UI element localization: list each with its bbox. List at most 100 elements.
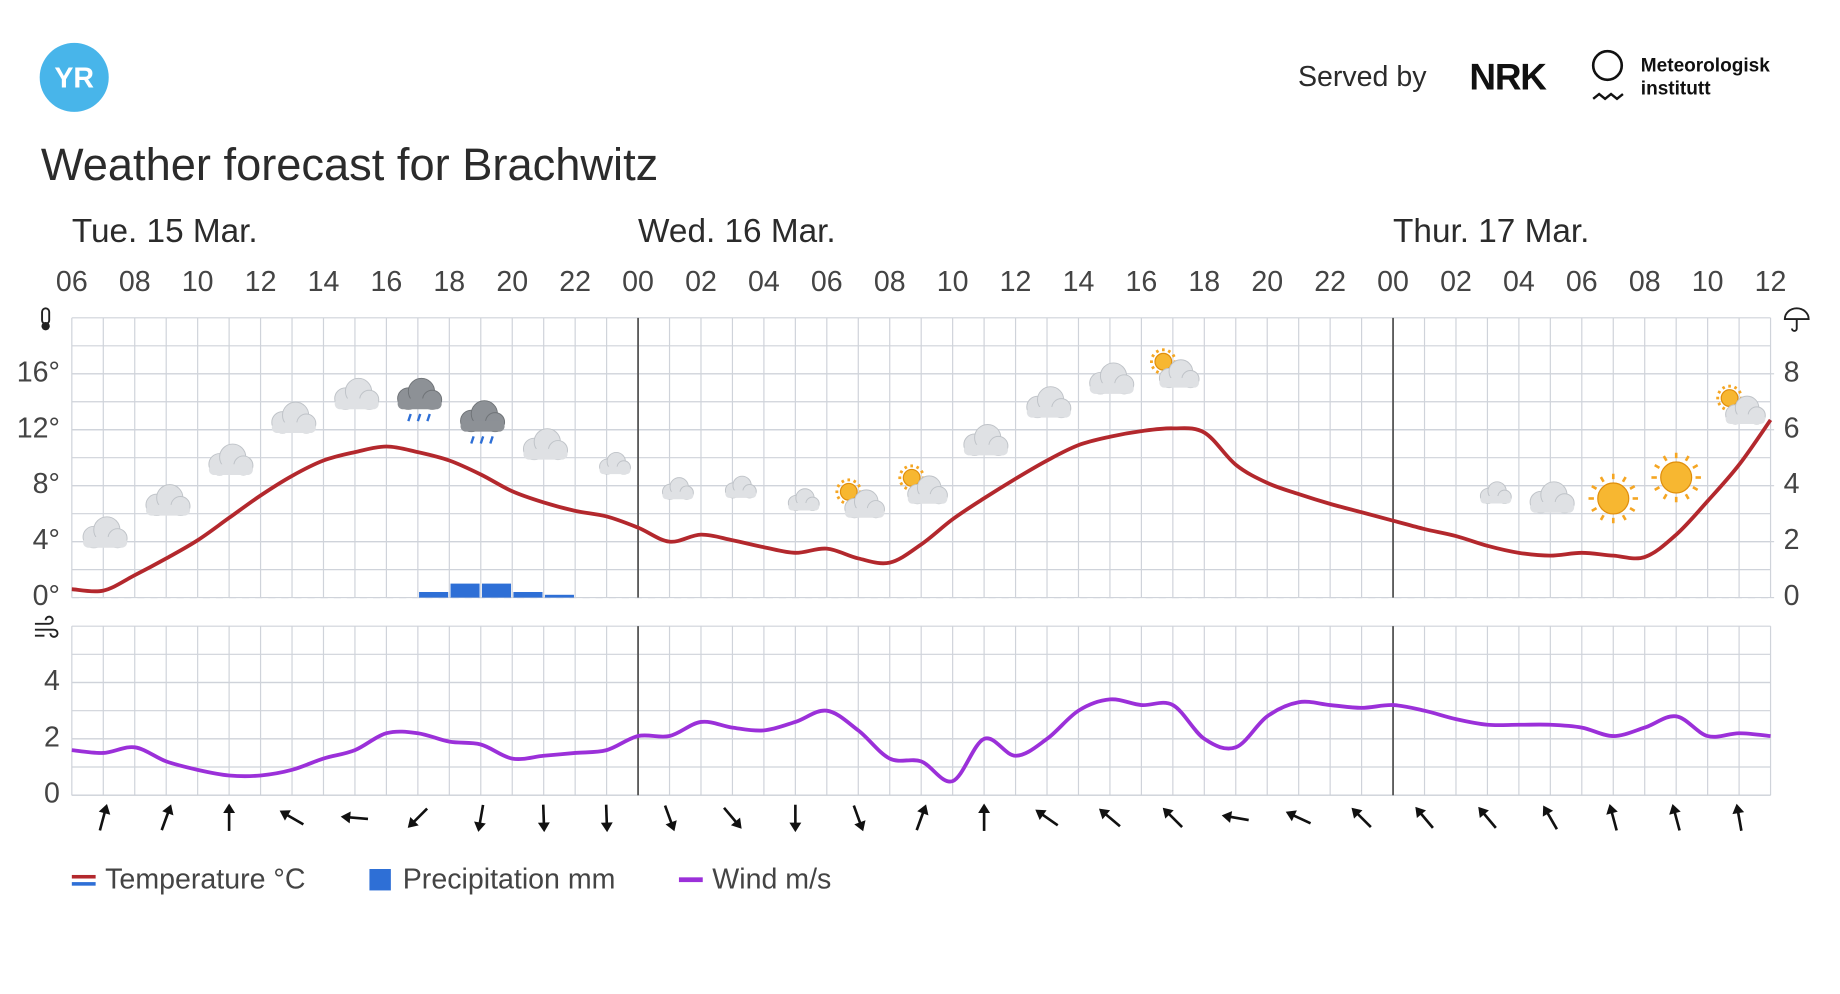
x-tick-label: 08 — [1629, 266, 1661, 298]
weather-icon — [648, 466, 694, 500]
sun-disc — [1720, 389, 1739, 407]
x-tick-label: 22 — [559, 266, 591, 298]
sun-ray — [1654, 486, 1661, 492]
x-tick-label: 14 — [1063, 266, 1095, 298]
arrow-head — [1669, 804, 1681, 815]
sun-ray — [1171, 353, 1176, 358]
moon — [774, 477, 788, 505]
y-tick-label: 16° — [17, 356, 60, 388]
nrk-logo: NRK — [1469, 57, 1547, 98]
moon — [1414, 457, 1429, 487]
x-tick-label: 16 — [371, 266, 403, 298]
sun-ray — [1151, 353, 1155, 358]
x-tick-label: 18 — [433, 266, 465, 298]
weather-icon — [1414, 457, 1429, 487]
rain-drop — [470, 436, 475, 444]
legend-swatch — [71, 874, 96, 879]
weather-icon — [1089, 362, 1135, 395]
cloud-part — [1026, 406, 1071, 418]
sun-ray — [1591, 484, 1598, 490]
arrow-head — [1606, 804, 1618, 815]
arrow-head — [1035, 809, 1047, 820]
sun-ray — [1684, 455, 1690, 462]
x-tick-label: 12 — [1000, 266, 1032, 298]
y-tick-label: 0 — [44, 778, 60, 810]
cloud-part — [907, 494, 948, 504]
met-name: institutt — [1641, 78, 1711, 99]
sun-ray — [1621, 514, 1627, 521]
y2-tick-label: 4 — [1784, 468, 1800, 500]
y-tick-label: 8° — [33, 468, 60, 500]
x-tick-label: 20 — [496, 266, 528, 298]
sun-ray — [1155, 370, 1160, 374]
cloud-part — [963, 444, 1008, 456]
sun-ray — [899, 469, 904, 474]
x-tick-label: 08 — [119, 266, 151, 298]
weather-icon — [334, 377, 380, 410]
wind-arrow — [1162, 807, 1184, 829]
rain-drop — [407, 413, 412, 422]
sun-ray — [1155, 349, 1160, 354]
weather-icon — [711, 465, 757, 499]
x-tick-label: 00 — [1377, 266, 1409, 298]
wind-icon — [34, 615, 59, 638]
sun-ray — [1151, 365, 1155, 370]
weather-icon — [145, 484, 191, 517]
x-tick-label: 06 — [811, 266, 843, 298]
moon — [585, 441, 599, 468]
cloud-part — [725, 490, 757, 498]
wind-arrow — [223, 803, 236, 831]
cloud-part — [460, 420, 505, 432]
weather-icon — [1588, 473, 1639, 524]
x-tick-label: 14 — [308, 266, 340, 298]
legend-swatch — [71, 882, 96, 886]
cloud-part — [523, 448, 568, 460]
served-by: Served by — [1298, 61, 1427, 93]
x-tick-label: 22 — [1314, 266, 1346, 298]
arrow-head — [600, 822, 613, 833]
wind-arrow — [1351, 807, 1372, 829]
sun-ray — [1167, 349, 1172, 354]
legend-swatch — [678, 877, 703, 883]
x-tick-label: 02 — [1440, 266, 1472, 298]
sun-ray — [915, 465, 920, 470]
arrow-head — [1098, 808, 1111, 820]
weather-icon — [1149, 348, 1200, 389]
moon — [648, 466, 662, 493]
sun-ray — [840, 500, 845, 504]
moon — [1351, 440, 1366, 470]
cloud-part — [1159, 377, 1200, 388]
sun-ray — [1662, 455, 1668, 462]
arrow-head — [1221, 811, 1233, 823]
sun-ray — [1692, 486, 1699, 492]
weather-icon — [522, 428, 568, 461]
wind-arrow — [915, 804, 929, 831]
sun-ray — [903, 465, 908, 470]
sun-ray — [840, 479, 845, 484]
cloud-part — [397, 398, 442, 410]
sun-ray — [899, 481, 904, 486]
met-logo — [1591, 49, 1624, 82]
x-tick-label: 10 — [1692, 266, 1724, 298]
rain-drop — [479, 436, 485, 444]
sun-ray — [1629, 507, 1636, 513]
wind-arrow — [1478, 806, 1497, 829]
arrow-head — [1478, 806, 1489, 818]
arrow-head — [407, 816, 419, 828]
precip-bar — [481, 583, 512, 598]
y-tick-label: 12° — [17, 412, 60, 444]
arrow-head — [665, 820, 677, 832]
sun-ray — [1721, 406, 1726, 411]
weather-icon — [82, 516, 128, 549]
cloud-part — [599, 466, 631, 475]
x-tick-label: 12 — [1755, 266, 1787, 298]
weather-icon — [1716, 384, 1766, 425]
x-tick-label: 18 — [1188, 266, 1220, 298]
arrow-head — [279, 810, 291, 821]
weather-icon — [397, 377, 443, 422]
arrow-head — [1542, 805, 1554, 817]
wind-arrow — [407, 807, 429, 828]
arrow-head — [1162, 807, 1174, 819]
x-tick-label: 04 — [748, 266, 780, 298]
sun-ray — [852, 479, 857, 484]
